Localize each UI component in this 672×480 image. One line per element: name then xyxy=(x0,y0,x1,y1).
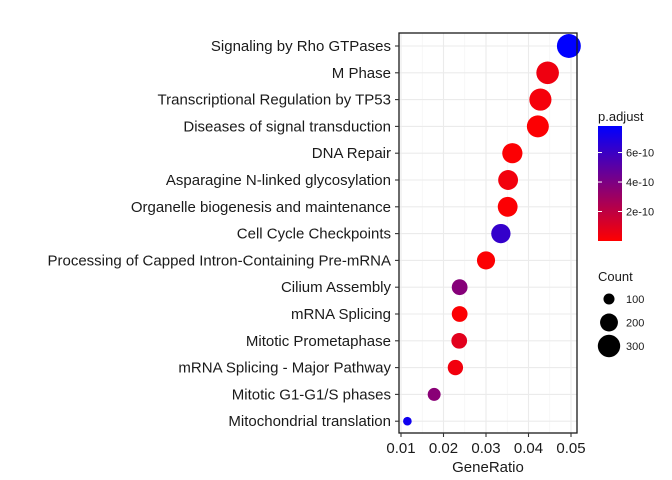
category-label: Asparagine N-linked glycosylation xyxy=(166,172,391,189)
category-label: Cilium Assembly xyxy=(281,279,392,296)
data-point xyxy=(497,196,518,217)
category-label: mRNA Splicing - Major Pathway xyxy=(178,360,391,377)
category-label: Mitotic G1-G1/S phases xyxy=(232,386,391,403)
plot-panel xyxy=(399,33,577,433)
category-label: Signaling by Rho GTPases xyxy=(211,38,391,55)
data-point xyxy=(529,88,552,111)
category-label: mRNA Splicing xyxy=(291,306,391,323)
color-legend: p.adjust 2e-10 4e-10 6e-10 xyxy=(598,109,654,241)
data-point xyxy=(556,34,581,58)
x-axis-ticks: 0.01 0.02 0.03 0.04 0.05 xyxy=(386,433,586,457)
data-point xyxy=(451,279,468,296)
category-label: Processing of Capped Intron-Containing P… xyxy=(48,252,392,269)
data-point xyxy=(491,223,511,244)
size-legend-key xyxy=(600,313,618,332)
data-point xyxy=(498,170,519,190)
size-legend-label: 200 xyxy=(626,318,644,330)
x-tick-label: 0.03 xyxy=(471,440,500,457)
color-legend-ticks: 2e-10 4e-10 6e-10 xyxy=(598,148,654,219)
x-tick-label: 0.05 xyxy=(556,440,585,457)
color-legend-title: p.adjust xyxy=(598,109,644,124)
data-point xyxy=(403,416,412,426)
color-legend-tick-label: 2e-10 xyxy=(626,207,654,219)
size-legend-key xyxy=(597,334,621,358)
category-label: Mitochondrial translation xyxy=(228,413,391,430)
data-point xyxy=(502,143,523,164)
category-label: Cell Cycle Checkpoints xyxy=(237,226,391,243)
x-tick-label: 0.02 xyxy=(429,440,458,457)
category-label: Organelle biogenesis and maintenance xyxy=(131,199,391,216)
category-label: Mitotic Prometaphase xyxy=(246,333,391,350)
category-label: M Phase xyxy=(332,65,391,82)
panel-border xyxy=(398,32,578,434)
category-label: DNA Repair xyxy=(312,145,391,162)
data-point xyxy=(427,387,441,401)
size-legend: Count 100 200 300 xyxy=(597,269,644,358)
size-legend-keys: 100 200 300 xyxy=(597,293,644,358)
category-label: Diseases of signal transduction xyxy=(183,118,391,135)
data-point xyxy=(451,332,468,349)
data-point xyxy=(536,61,559,85)
size-legend-label: 300 xyxy=(626,341,644,353)
size-legend-label: 100 xyxy=(626,294,644,306)
color-legend-tick-label: 6e-10 xyxy=(626,148,654,160)
color-legend-tick-label: 4e-10 xyxy=(626,177,654,189)
x-tick-label: 0.01 xyxy=(386,440,415,457)
size-legend-title: Count xyxy=(598,269,633,284)
data-point xyxy=(451,306,468,322)
size-legend-key xyxy=(603,293,615,305)
x-tick-label: 0.04 xyxy=(514,440,543,457)
color-legend-bar xyxy=(598,126,622,241)
data-point xyxy=(476,251,496,270)
data-point xyxy=(447,359,464,376)
x-axis-title: GeneRatio xyxy=(452,459,524,476)
category-labels: Signaling by Rho GTPases M Phase Transcrip… xyxy=(48,38,399,430)
data-points xyxy=(403,34,581,426)
category-label: Transcriptional Regulation by TP53 xyxy=(158,92,391,109)
data-point xyxy=(526,115,549,138)
